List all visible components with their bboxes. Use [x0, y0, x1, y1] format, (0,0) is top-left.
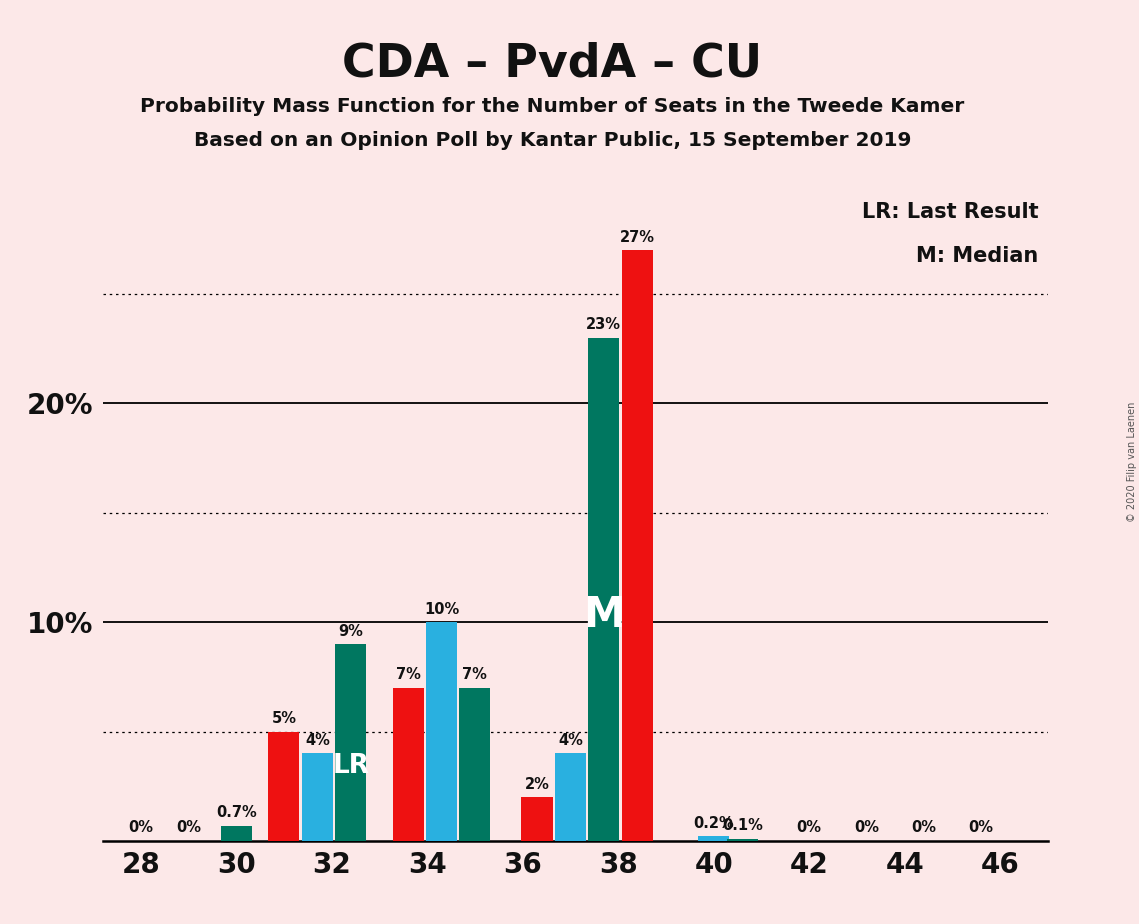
- Text: 4%: 4%: [305, 733, 330, 748]
- Bar: [393, 687, 424, 841]
- Bar: [335, 644, 367, 841]
- Text: 0.1%: 0.1%: [722, 818, 763, 833]
- Bar: [426, 622, 457, 841]
- Text: Probability Mass Function for the Number of Seats in the Tweede Kamer: Probability Mass Function for the Number…: [140, 97, 965, 116]
- Bar: [221, 825, 252, 841]
- Text: 0%: 0%: [175, 821, 200, 835]
- Text: 7%: 7%: [395, 667, 420, 682]
- Bar: [589, 338, 620, 841]
- Text: 2%: 2%: [525, 777, 549, 792]
- Text: 10%: 10%: [424, 602, 459, 616]
- Text: 0%: 0%: [911, 821, 936, 835]
- Bar: [698, 836, 729, 841]
- Text: 5%: 5%: [271, 711, 296, 726]
- Bar: [622, 250, 653, 841]
- Text: CDA – PvdA – CU: CDA – PvdA – CU: [343, 42, 762, 87]
- Text: 0%: 0%: [796, 821, 821, 835]
- Text: 27%: 27%: [620, 230, 655, 245]
- Text: Based on an Opinion Poll by Kantar Public, 15 September 2019: Based on an Opinion Poll by Kantar Publi…: [194, 131, 911, 151]
- Text: LR: LR: [333, 753, 369, 779]
- Text: M: Median: M: Median: [916, 246, 1039, 266]
- Bar: [555, 753, 585, 841]
- Bar: [302, 753, 333, 841]
- Text: 0%: 0%: [129, 821, 154, 835]
- Text: 0.2%: 0.2%: [694, 816, 734, 831]
- Text: © 2020 Filip van Laenen: © 2020 Filip van Laenen: [1128, 402, 1137, 522]
- Text: 0.7%: 0.7%: [215, 805, 256, 821]
- Text: 0%: 0%: [854, 821, 879, 835]
- Text: 23%: 23%: [587, 318, 622, 333]
- Text: 0%: 0%: [968, 821, 993, 835]
- Text: 9%: 9%: [338, 624, 363, 638]
- Text: 4%: 4%: [558, 733, 583, 748]
- Text: M: M: [583, 593, 624, 636]
- Bar: [522, 797, 552, 841]
- Bar: [727, 839, 757, 841]
- Text: LR: Last Result: LR: Last Result: [862, 202, 1039, 223]
- Bar: [459, 687, 491, 841]
- Text: 7%: 7%: [462, 667, 487, 682]
- Bar: [269, 732, 300, 841]
